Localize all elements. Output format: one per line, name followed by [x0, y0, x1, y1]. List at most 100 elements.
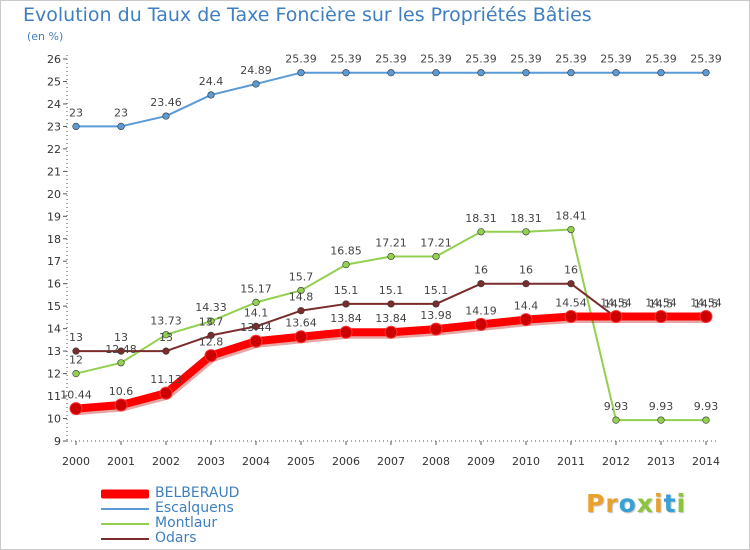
data-label-odars: 15.1: [424, 284, 449, 297]
y-tick-label: 14: [47, 323, 61, 336]
data-point-odars: [207, 331, 215, 339]
data-point-escalquens: [612, 69, 620, 77]
y-tick-label: 20: [47, 188, 61, 201]
data-point-belberaud: [384, 325, 398, 339]
y-tick-label: 22: [47, 143, 61, 156]
proxiti-logo: Proxiti: [586, 489, 686, 518]
data-label-montlaur: 9.93: [649, 400, 674, 413]
data-label-escalquens: 25.39: [420, 53, 452, 66]
legend-label-escalquens: Escalquens: [155, 500, 234, 516]
logo-letter: x: [636, 489, 654, 518]
y-tick-label: 23: [47, 120, 61, 133]
data-label-escalquens: 25.39: [510, 53, 542, 66]
x-tick-label: 2003: [197, 455, 225, 468]
data-label-escalquens: 25.39: [465, 53, 497, 66]
data-label-montlaur: 18.31: [510, 212, 542, 225]
data-point-belberaud: [69, 402, 83, 416]
data-point-montlaur: [162, 331, 170, 339]
data-point-montlaur: [342, 261, 350, 269]
legend-item-montlaur: Montlaur: [101, 516, 239, 531]
logo-letter: i: [654, 489, 664, 518]
legend-swatch-odars: [101, 537, 149, 540]
y-tick-label: 19: [47, 210, 61, 223]
data-label-montlaur: 14.33: [195, 301, 227, 314]
data-label-montlaur: 17.21: [375, 237, 407, 250]
data-point-belberaud: [249, 334, 263, 348]
data-point-montlaur: [72, 369, 80, 378]
x-tick-label: 2002: [152, 455, 180, 468]
data-label-belberaud: 12.8: [199, 336, 224, 349]
x-tick-label: 2013: [647, 455, 675, 468]
legend-swatch-belberaud: [101, 489, 149, 498]
data-point-montlaur: [477, 228, 485, 236]
data-point-belberaud: [159, 386, 173, 400]
y-tick-label: 18: [47, 233, 61, 246]
data-label-odars: 15.1: [334, 284, 359, 297]
data-label-escalquens: 25.39: [555, 53, 587, 66]
x-tick-label: 2009: [467, 455, 495, 468]
data-label-montlaur: 16.85: [330, 245, 362, 258]
data-label-odars: 16: [474, 264, 488, 277]
data-label-belberaud: 14.19: [465, 304, 497, 317]
x-tick-label: 2012: [602, 455, 630, 468]
y-tick-label: 13: [47, 345, 61, 358]
data-point-belberaud: [519, 313, 533, 327]
data-point-belberaud: [114, 398, 128, 412]
y-axis-unit-label: (en %): [27, 30, 64, 43]
x-tick-label: 2005: [287, 455, 315, 468]
data-label-escalquens: 25.39: [690, 53, 722, 66]
data-label-belberaud: 13.44: [240, 321, 272, 334]
y-tick-label: 24: [47, 98, 61, 111]
data-label-montlaur: 18.31: [465, 212, 497, 225]
data-label-odars: 14.1: [244, 306, 269, 319]
data-label-belberaud: 14.54: [555, 297, 587, 310]
data-label-montlaur: 17.21: [420, 237, 452, 250]
chart-title: Evolution du Taux de Taxe Foncière sur l…: [23, 4, 592, 26]
x-tick-label: 2006: [332, 455, 360, 468]
data-point-escalquens: [342, 69, 350, 77]
data-point-montlaur: [522, 228, 530, 236]
data-point-odars: [522, 280, 530, 288]
data-label-odars: 14.5: [694, 297, 719, 310]
data-label-odars: 13: [159, 331, 173, 344]
axes: 9 10 11 12 13 14 15 16 17 18 19 20 21 22 23 24 25 26 2000 2…: [47, 53, 720, 468]
data-point-odars: [162, 347, 170, 355]
data-point-montlaur: [387, 252, 395, 261]
data-point-odars: [72, 347, 80, 355]
data-label-belberaud: 13.84: [375, 312, 407, 325]
data-point-belberaud: [699, 310, 713, 324]
legend-item-belberaud: BELBERAUD: [101, 486, 239, 501]
y-tick-label: 16: [47, 278, 61, 291]
data-point-montlaur: [252, 298, 260, 306]
data-point-escalquens: [117, 122, 125, 131]
data-point-escalquens: [297, 69, 305, 77]
data-point-belberaud: [339, 325, 353, 339]
y-tick-label: 9: [54, 435, 61, 448]
logo-letter: P: [586, 489, 606, 518]
data-label-odars: 14.8: [289, 291, 314, 304]
data-label-montlaur: 15.7: [289, 270, 314, 283]
data-label-belberaud: 13.98: [420, 309, 452, 322]
data-point-montlaur: [207, 317, 215, 325]
data-labels-layer: 23 23 23.46 24.4 24.89 25.39 25.39 25.39 25.39 25…: [60, 53, 722, 413]
data-label-belberaud: 13.84: [330, 312, 362, 325]
data-label-odars: 13: [114, 331, 128, 344]
data-label-montlaur: 18.41: [555, 210, 587, 223]
legend-swatch-montlaur: [101, 522, 149, 525]
x-tick-label: 2008: [422, 455, 450, 468]
y-tick-label: 12: [47, 368, 61, 381]
data-label-montlaur: 12: [69, 354, 83, 367]
data-label-escalquens: 24.89: [240, 64, 272, 77]
data-point-odars: [387, 300, 395, 308]
data-point-montlaur: [657, 416, 665, 424]
logo-letter: i: [676, 489, 687, 518]
x-tick-label: 2011: [557, 455, 585, 468]
legend-item-escalquens: Escalquens: [101, 501, 239, 516]
data-label-belberaud: 10.44: [60, 389, 92, 402]
data-label-montlaur: 9.93: [694, 400, 719, 413]
data-label-montlaur: 12.48: [105, 343, 137, 356]
legend-label-montlaur: Montlaur: [155, 515, 218, 531]
data-point-montlaur: [612, 416, 620, 424]
y-tick-label: 11: [47, 390, 61, 403]
